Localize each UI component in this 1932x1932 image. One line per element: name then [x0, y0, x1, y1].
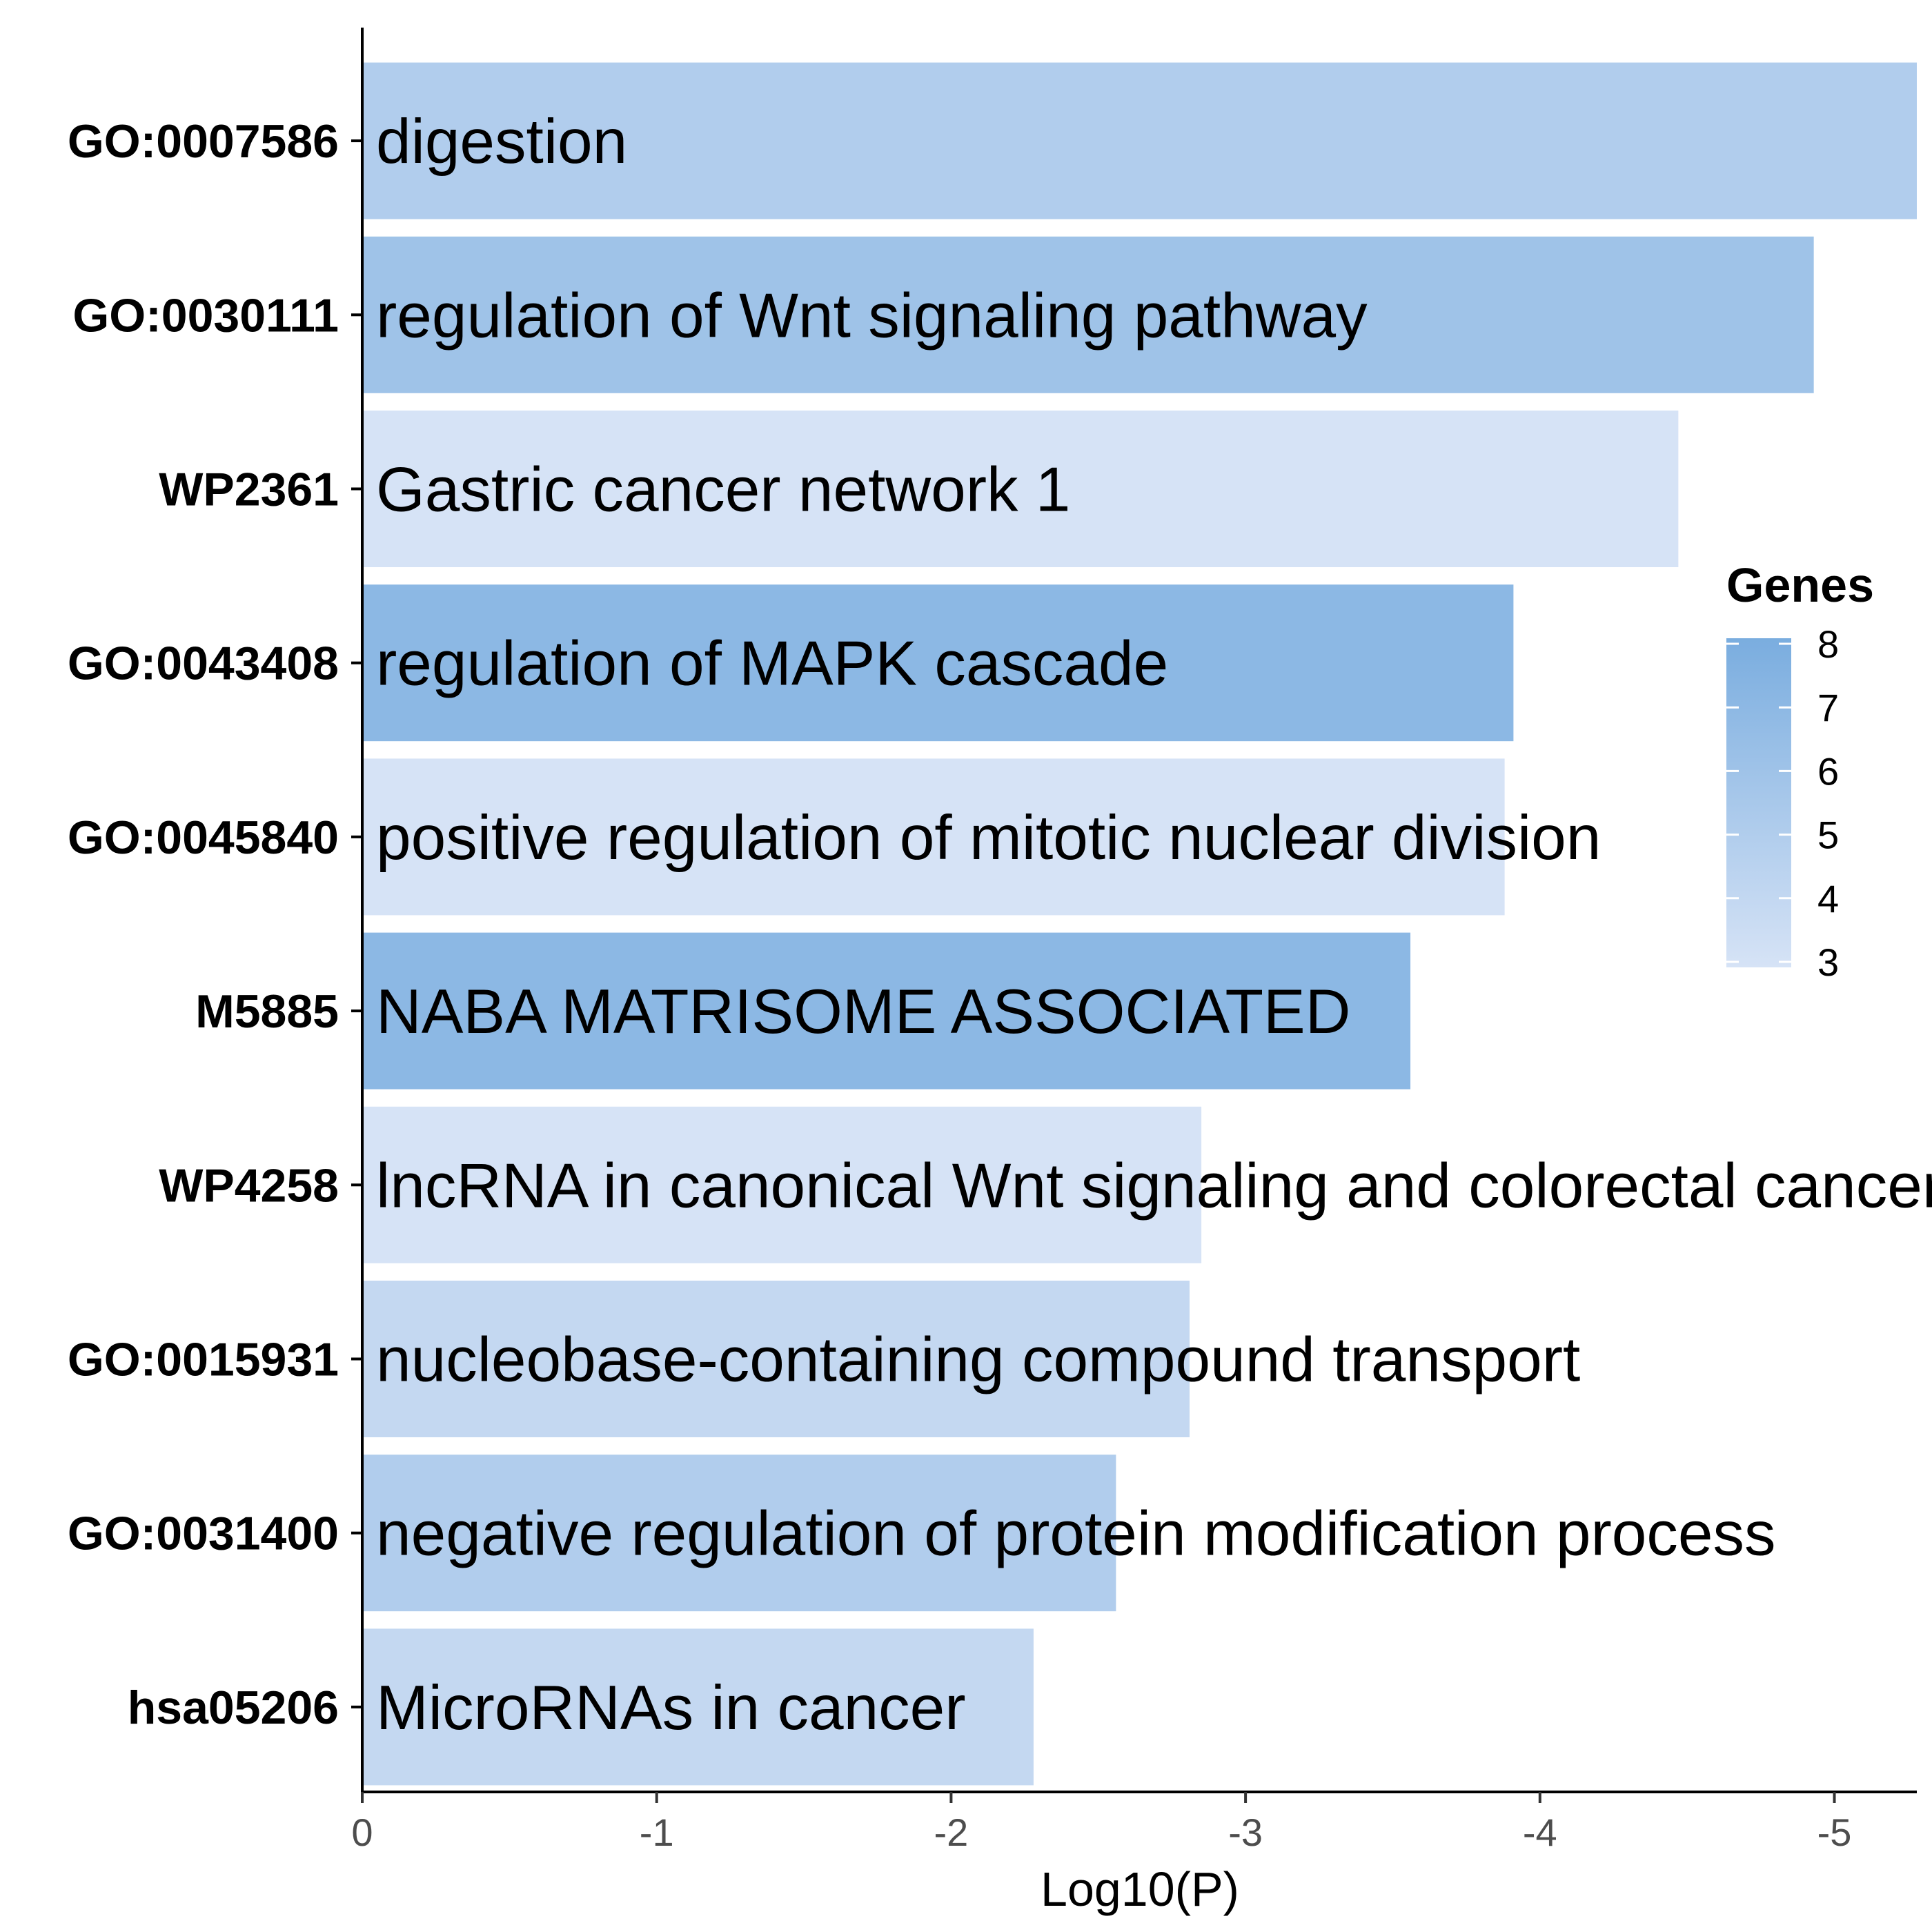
x-axis-title: Log10(P): [1041, 1862, 1239, 1916]
x-tick-label: -3: [1228, 1811, 1263, 1854]
y-tick-label: GO:0043408: [68, 638, 339, 690]
bars-layer: [362, 62, 1917, 1786]
legend-tick-label: 6: [1817, 749, 1839, 793]
y-tick-label: GO:0031400: [68, 1508, 339, 1560]
y-tick-label: GO:0015931: [68, 1334, 339, 1386]
x-tick-label: 0: [351, 1811, 373, 1854]
y-tick-label: hsa05206: [128, 1682, 339, 1734]
legend-tick-label: 7: [1817, 686, 1839, 729]
x-axis: 0 -1 -2 -3 -4 -5: [351, 1791, 1917, 1854]
bar-description: NABA MATRISOME ASSOCIATED: [376, 977, 1350, 1047]
y-tick-label: GO:0030111: [72, 289, 339, 342]
legend-title: Genes: [1726, 558, 1874, 612]
bar-description: negative regulation of protein modificat…: [376, 1499, 1775, 1569]
legend-colorbar: [1726, 638, 1791, 967]
x-tick-label: -1: [640, 1811, 674, 1854]
bar-hsa05206: [362, 1628, 1034, 1786]
bar-wp2361: [362, 411, 1679, 567]
bar-description: digestion: [376, 107, 627, 177]
y-tick-label: M5885: [195, 985, 339, 1038]
bar-go-0045840: [362, 758, 1505, 916]
bar-description: positive regulation of mitotic nuclear d…: [376, 803, 1601, 873]
y-tick-label: GO:0045840: [68, 811, 339, 864]
x-tick-label: -2: [934, 1811, 969, 1854]
y-axis: GO:0007586 GO:0030111 WP2361 GO:0043408 GO:0…: [68, 28, 364, 1792]
bar-m5885: [362, 932, 1411, 1090]
y-tick-label: WP2361: [159, 464, 339, 516]
bar-wp4258: [362, 1106, 1202, 1263]
bar-description: regulation of Wnt signaling pathway: [376, 281, 1368, 351]
x-tick-label: -4: [1523, 1811, 1557, 1854]
bar-description: nucleobase-containing compound transport: [376, 1325, 1580, 1395]
y-tick-label: WP4258: [159, 1159, 339, 1212]
legend-tick-label: 5: [1817, 814, 1839, 857]
bar-go-0031400: [362, 1455, 1116, 1612]
bar-description: Gastric cancer network 1: [376, 455, 1070, 525]
legend-tick-label: 3: [1817, 940, 1839, 984]
bar-description: MicroRNAs in cancer: [376, 1673, 966, 1743]
legend-tick-label: 8: [1817, 622, 1839, 666]
bar-go-0030111: [362, 236, 1814, 393]
bar-go-0043408: [362, 584, 1514, 742]
x-tick-label: -5: [1817, 1811, 1852, 1854]
y-tick-label: GO:0007586: [68, 115, 339, 168]
bar-description: lncRNA in canonical Wnt signaling and co…: [376, 1151, 1932, 1221]
bar-go-0015931: [362, 1281, 1190, 1437]
bar-go-0007586: [362, 62, 1917, 219]
bar-descriptions: digestion regulation of Wnt signaling pat…: [376, 107, 1932, 1743]
legend-tick-label: 4: [1817, 877, 1839, 920]
bar-description: regulation of MAPK cascade: [376, 629, 1168, 699]
genes-legend: Genes 8 7 6 5 4 3: [1726, 558, 1874, 984]
